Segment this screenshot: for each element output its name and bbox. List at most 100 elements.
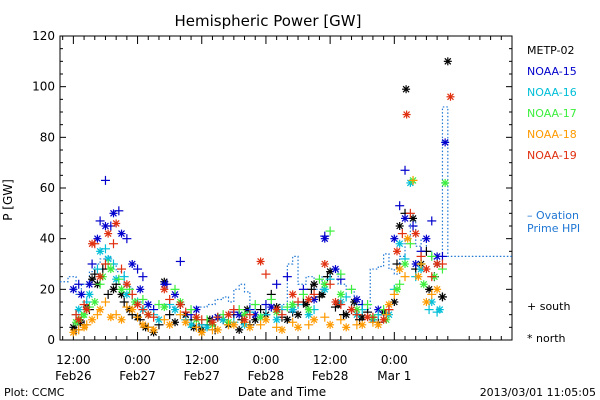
star-d2 <box>160 303 168 311</box>
star-d2 <box>353 306 361 314</box>
point-noaa-15-south <box>87 259 97 269</box>
star-d2 <box>128 306 136 314</box>
star-d2 <box>209 318 216 326</box>
point-noaa-18-north <box>88 315 97 324</box>
star-d2 <box>358 313 366 321</box>
point-noaa-18-north <box>80 323 89 332</box>
point-noaa-17-south <box>114 274 124 284</box>
star-d2 <box>136 285 144 293</box>
point-noaa-16-north <box>171 305 180 314</box>
star-d2 <box>88 316 96 324</box>
point-noaa-19-north <box>104 229 113 238</box>
point-noaa-19-south <box>117 264 127 274</box>
x-axis-label: Date and Time <box>238 385 326 399</box>
point-noaa-15-south <box>272 279 282 289</box>
point-noaa-15-north <box>77 290 86 299</box>
legend-entry: NOAA-19 <box>527 149 577 162</box>
point-noaa-18-north <box>197 328 206 337</box>
point-noaa-15-south <box>133 264 143 274</box>
star-d2 <box>88 275 96 283</box>
point-noaa-17-north <box>392 285 401 294</box>
star-d2 <box>112 220 120 227</box>
point-noaa-18-south <box>416 259 426 269</box>
star-d2 <box>273 306 281 314</box>
point-noaa-18-south <box>304 320 314 330</box>
star-d2 <box>310 280 318 288</box>
point-noaa-15-north <box>101 222 110 230</box>
point-metp-02-north <box>390 298 399 306</box>
point-metp-02-north <box>409 214 418 223</box>
ovation-legend-label: – Ovation <box>527 209 579 222</box>
star-d2 <box>342 311 350 319</box>
point-noaa-18-north <box>229 320 238 329</box>
y-tick-label: 80 <box>40 130 55 144</box>
point-noaa-16-south <box>119 272 129 282</box>
star-d2 <box>128 260 136 268</box>
point-noaa-18-south <box>100 297 110 307</box>
point-noaa-18-north <box>138 320 147 329</box>
point-noaa-15-south <box>395 201 405 211</box>
point-noaa-19-north <box>320 260 329 268</box>
star-d2 <box>412 230 420 238</box>
point-noaa-17-north <box>117 285 126 294</box>
star-d2 <box>310 316 318 324</box>
legend-entry: NOAA-18 <box>527 128 577 141</box>
point-noaa-19-north <box>411 229 420 238</box>
star-d2 <box>118 230 125 238</box>
point-noaa-17-north <box>336 290 345 299</box>
point-noaa-19-north <box>133 300 142 309</box>
point-noaa-19-north <box>112 219 121 228</box>
point-noaa-18-north <box>342 323 351 332</box>
star-d2 <box>401 214 409 222</box>
point-noaa-18-north <box>69 328 78 337</box>
x-tick-date-label: Mar 1 <box>377 369 411 383</box>
x-tick-time-label: 0:00 <box>252 353 279 367</box>
star-d2 <box>425 285 433 293</box>
star-d2 <box>305 306 313 314</box>
point-noaa-17-south <box>95 279 105 289</box>
star-d2 <box>257 313 265 321</box>
star-d2 <box>241 311 248 319</box>
ovation-hpi-line <box>60 106 512 321</box>
star-d2 <box>104 255 112 263</box>
point-noaa-15-south <box>74 279 84 289</box>
point-noaa-19-north <box>379 315 388 324</box>
point-noaa-18-south <box>320 312 330 322</box>
point-noaa-19-north <box>176 300 185 309</box>
star-d2 <box>278 326 286 334</box>
point-noaa-19-south <box>352 310 362 320</box>
star-d2 <box>96 273 104 281</box>
legend-entry: NOAA-15 <box>527 65 577 78</box>
x-tick-time-label: 12:00 <box>313 353 348 367</box>
point-metp-02-north <box>109 285 118 294</box>
point-noaa-15-north <box>109 209 118 218</box>
star-d2 <box>396 222 404 230</box>
point-noaa-18-north <box>245 323 254 332</box>
star-d2 <box>96 306 104 314</box>
point-noaa-17-north <box>401 260 410 268</box>
point-noaa-15-south <box>427 216 437 226</box>
star-d2 <box>91 298 99 306</box>
star-d2 <box>321 260 329 268</box>
point-noaa-19-north <box>304 295 313 304</box>
star-d2 <box>337 290 345 298</box>
star-d2 <box>283 316 291 324</box>
point-noaa-17-south <box>314 274 324 284</box>
point-noaa-19-north <box>402 110 411 119</box>
point-metp-02-north <box>402 85 411 94</box>
point-metp-02-north <box>294 310 303 319</box>
star-d2 <box>171 306 179 314</box>
point-noaa-18-north <box>213 325 222 334</box>
star-d2 <box>262 316 270 324</box>
star-d2 <box>160 285 168 293</box>
x-tick-date-label: Feb27 <box>119 369 156 383</box>
star-d2 <box>305 296 313 303</box>
star-d2 <box>396 265 404 273</box>
point-noaa-15-south <box>138 272 148 282</box>
point-metp-02-south <box>103 289 113 299</box>
star-d2 <box>385 301 393 308</box>
point-noaa-19-south <box>165 294 175 304</box>
star-d2 <box>267 303 275 311</box>
point-noaa-18-north <box>128 305 137 314</box>
point-noaa-18-south <box>389 289 399 299</box>
